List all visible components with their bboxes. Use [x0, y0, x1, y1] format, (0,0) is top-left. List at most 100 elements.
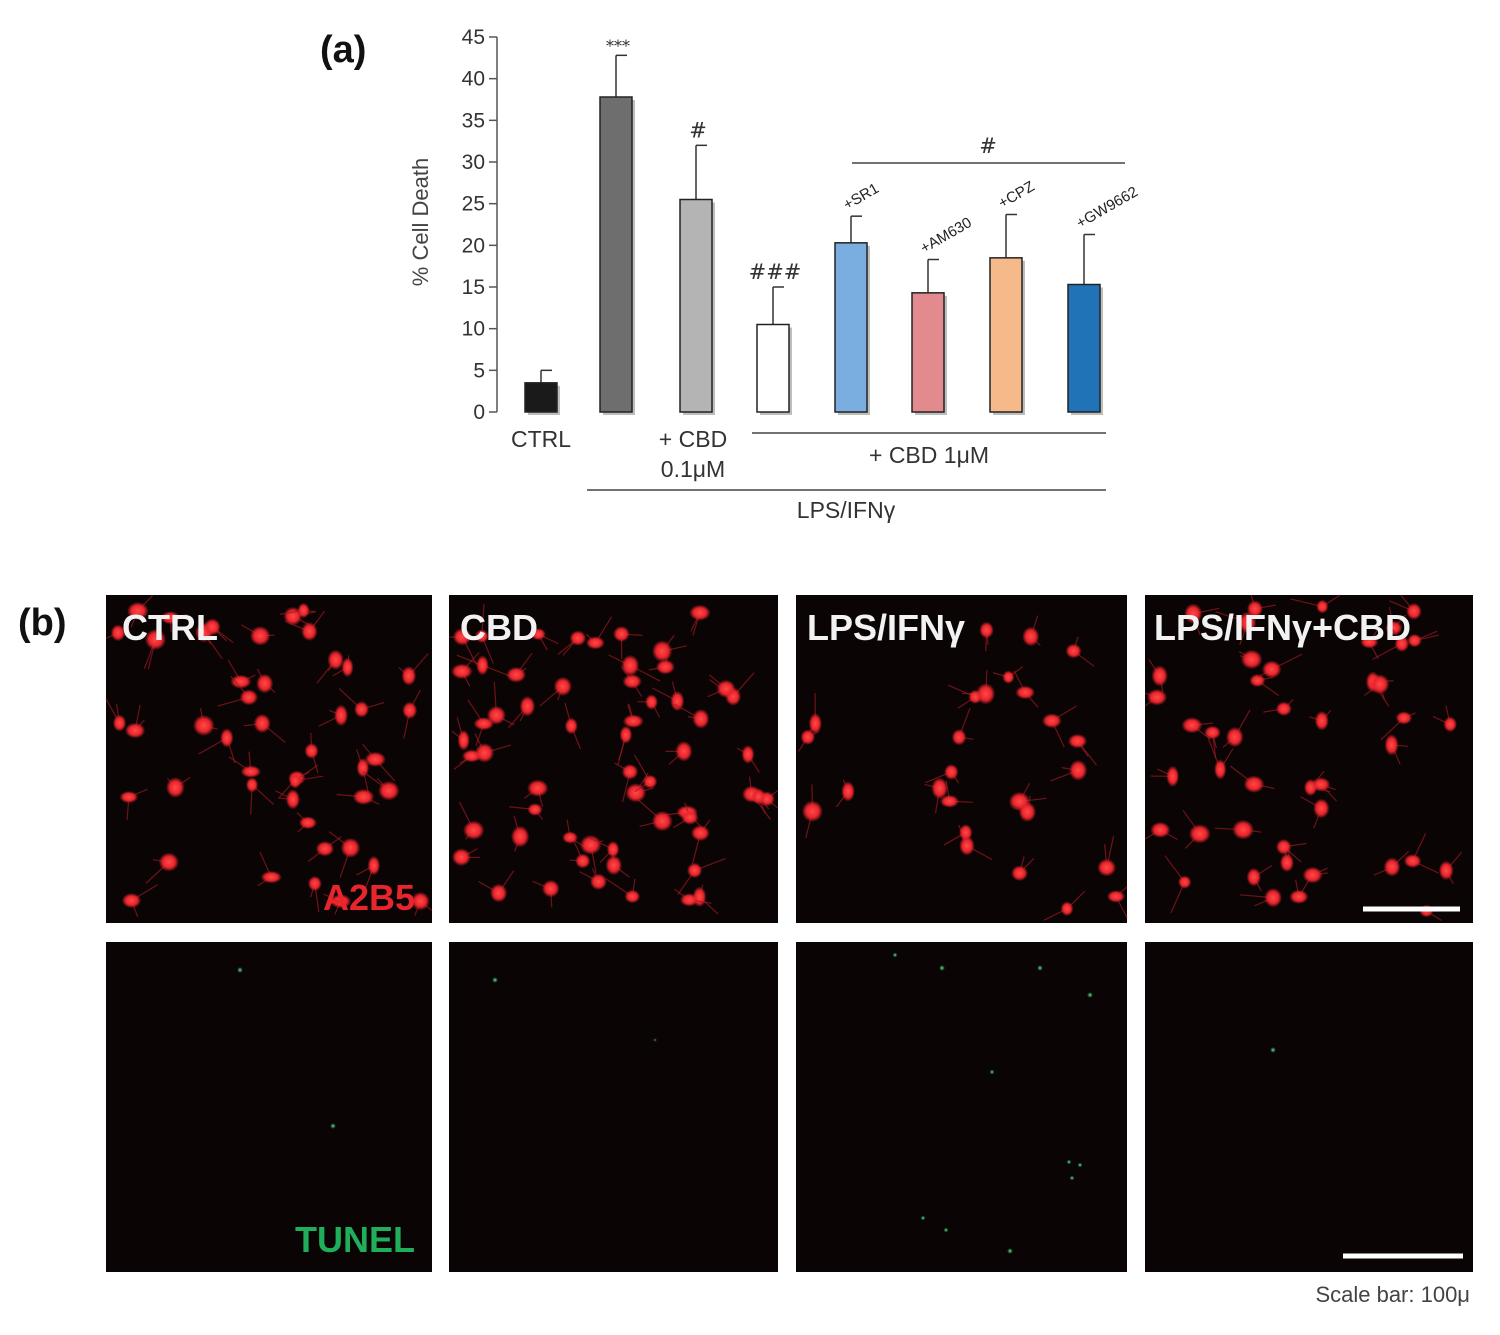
cbd-low-label-line1: + CBD: [659, 426, 727, 452]
cell: [589, 873, 608, 891]
cell: [931, 777, 948, 800]
cell: [655, 659, 675, 675]
cell: [1443, 716, 1457, 733]
condition-label-ctrl: CTRL: [122, 607, 218, 648]
tunel-panel-lps: [796, 942, 1127, 1272]
cell: [298, 816, 317, 830]
cell: [329, 894, 352, 909]
cell: [165, 777, 185, 798]
cell: [619, 725, 633, 744]
cell: [451, 848, 471, 867]
cell: [124, 722, 146, 739]
cell: [622, 714, 644, 728]
cell: [112, 714, 127, 732]
cell: [645, 694, 658, 710]
cell: [158, 852, 180, 872]
cell: [1240, 649, 1263, 670]
cell: [1403, 854, 1422, 868]
cell: [944, 764, 959, 780]
condition-label-lps-cbd: LPS/IFNγ+CBD: [1154, 607, 1411, 648]
cell: [692, 708, 710, 729]
cell: [690, 825, 710, 842]
cell: [1067, 733, 1088, 749]
cell: [841, 781, 855, 802]
cell: [121, 893, 142, 909]
cell: [951, 728, 967, 746]
bar: [1067, 283, 1101, 413]
cell: [741, 745, 755, 764]
cell: [230, 674, 252, 689]
bar-sig-label: ***: [606, 36, 630, 55]
y-tick-label: 45: [462, 26, 485, 49]
cell: [285, 789, 300, 810]
bar-sig-label: ###: [749, 260, 802, 284]
condition-label-cbd: CBD: [460, 607, 538, 648]
cell: [1238, 611, 1257, 634]
cell: [622, 674, 642, 689]
cell: [354, 701, 370, 718]
cell: [1316, 599, 1329, 614]
cell: [675, 741, 693, 762]
cell: [253, 713, 271, 734]
cell: [220, 728, 234, 748]
cell: [1065, 643, 1082, 659]
cell: [288, 772, 302, 789]
cell: [341, 657, 354, 678]
cell: [249, 626, 271, 646]
cell: [1184, 603, 1203, 624]
cell: [315, 841, 335, 857]
cell: [527, 779, 549, 797]
cell: [751, 788, 766, 805]
cell: [553, 676, 572, 697]
cell: [1246, 867, 1262, 887]
cell: [452, 628, 472, 646]
cell: [624, 889, 641, 904]
scale-bar-caption: Scale bar: 100μ: [1315, 1282, 1470, 1307]
cell: [808, 712, 822, 735]
cell: [1178, 875, 1192, 889]
y-tick-label: 10: [462, 318, 485, 341]
cell: [801, 800, 823, 823]
cell: [1383, 857, 1401, 877]
cell: [1264, 887, 1283, 908]
cell: [979, 621, 994, 639]
cell: [474, 629, 489, 643]
cell: [569, 630, 587, 646]
cell: [327, 649, 344, 670]
cell: [1015, 685, 1036, 700]
cbd-high-label: + CBD 1μM: [869, 442, 989, 468]
cell: [605, 855, 623, 876]
bar-drug-label: +AM630: [918, 214, 975, 257]
bar: [834, 242, 868, 413]
cell: [352, 788, 375, 805]
y-tick-label: 30: [462, 151, 485, 174]
cell: [486, 705, 506, 725]
bar-drug-label: +GW9662: [1074, 183, 1141, 232]
y-tick-label: 40: [462, 68, 485, 91]
cell: [1303, 778, 1318, 797]
cell: [527, 803, 543, 816]
a2b5-label: A2B5: [323, 877, 415, 918]
y-tick-label: 35: [462, 109, 485, 132]
bar: [679, 198, 713, 413]
cell: [1151, 665, 1168, 687]
cell: [800, 729, 816, 745]
cell: [585, 636, 605, 650]
cell: [1011, 865, 1029, 882]
cell: [680, 893, 699, 907]
cell: [651, 810, 673, 832]
bar-drug-label: +CPZ: [996, 178, 1038, 212]
bars: ***####+SR1+AM630+CPZ +GW9662: [524, 36, 1141, 415]
cell: [126, 601, 149, 620]
cell: [1041, 713, 1062, 729]
cell: [260, 870, 282, 884]
tunel-panel-lps-cbd: [1145, 942, 1473, 1272]
cell: [1314, 710, 1329, 731]
cell: [1261, 660, 1282, 679]
y-tick-label: 25: [462, 193, 485, 216]
cell: [613, 625, 630, 642]
y-tick-label: 20: [462, 234, 485, 257]
a2b5-panel-lps-cbd: LPS/IFNγ+CBD: [1144, 594, 1473, 923]
cell: [1302, 866, 1323, 884]
condition-label-lps: LPS/IFNγ: [807, 607, 965, 648]
